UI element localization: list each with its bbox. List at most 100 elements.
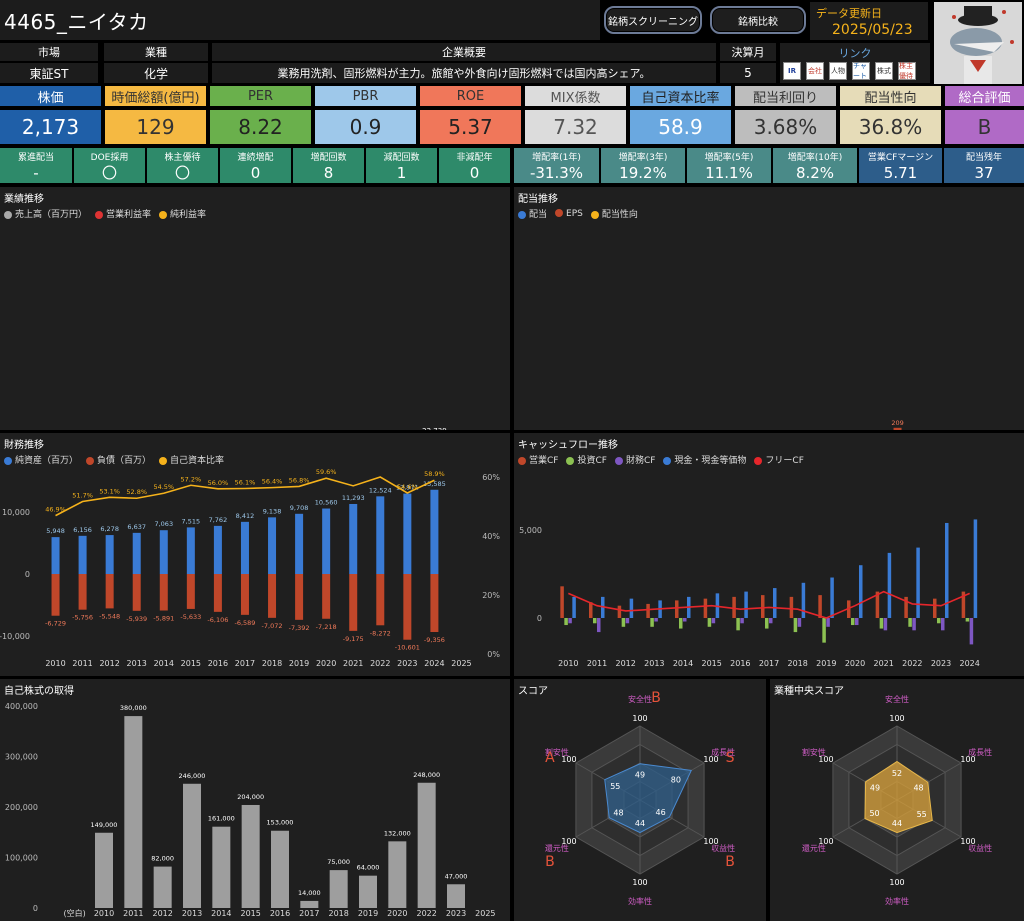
radar-max-label: 100 [960,837,975,846]
op-cf-bar [875,591,880,618]
equity-data-label: 9,708 [290,504,309,512]
fin-cf-bar [826,618,830,627]
fin-cf-bar [711,618,716,624]
equity-bar [51,537,60,574]
buyback-bar [212,826,231,908]
fin-cf-bar [969,618,974,645]
y-tick-label: 5,000 [519,526,542,535]
industry-score-title: 業種中央スコア [774,686,844,697]
y-tick-label: 0 [537,614,542,623]
x-tick-label: 2025 [451,659,471,668]
kpi-value: 8.22 [210,110,311,144]
radar-max-label: 100 [561,837,576,846]
debt-bar [213,574,222,612]
x-tick-label: 2019 [289,659,309,668]
kpi-label: 株価 [0,86,101,106]
debt-data-label: -8,272 [370,629,391,637]
equity-data-label: 11,293 [342,494,365,502]
debt-data-label: -6,589 [234,619,255,627]
equity-ratio-line [55,476,435,517]
buyback-bar [329,870,348,908]
kpi-value: 2,173 [0,110,101,144]
finance-legend: 純資産（百万） 負債（百万） 自己資本比率 [4,453,224,466]
kpi-value: B [945,110,1024,144]
debt-data-label: -7,218 [316,623,337,631]
kpi-label: PER [210,86,311,106]
kpi-value: 36.8% [840,110,941,144]
legend-net-margin: 純利益率 [159,207,206,220]
x-tick-label: 2017 [759,659,779,668]
debt-bar [105,574,114,609]
screening-button[interactable]: 銘柄スクリーニング [604,6,702,34]
buyback-data-label: 75,000 [327,858,350,866]
stock-link-icon[interactable]: 株式 [875,62,893,80]
debt-bar [268,574,277,618]
dividend-chart: 05010015020020%40%60%201018.066201118.05… [891,419,904,430]
y-tick-label: 10,000 [2,508,30,517]
buyback-data-label: 132,000 [384,829,411,837]
x-tick-label: 2018 [787,659,807,668]
op-cf-bar [703,598,708,618]
eps-bar [893,427,902,430]
buyback-bar [153,866,172,908]
radar-axis-label: 収益性 [711,843,735,853]
equity-ratio-data-label: 56.1% [235,479,256,487]
op-cf-bar [818,595,822,618]
chart-link-icon[interactable]: チャート [852,62,870,80]
radar-max-label: 100 [703,755,718,764]
kpi-value: 129 [105,110,206,144]
x-tick-label: 2023 [931,659,951,668]
buyback-chart: 0 100,000 200,000 300,000 400,000 (空白) 2010 149… [5,702,496,918]
yutai-link-icon[interactable]: 株主優待 [898,62,916,80]
legend-dividend: 配当 [518,207,547,220]
kpi-value: 0.9 [315,110,416,144]
buyback-panel: 自己株式の取得 0 100,000 200,000 300,000 400,000 (空白… [0,679,510,921]
debt-bar [430,574,439,633]
op-cf-bar [933,598,937,618]
x-tick-label: 2013 [127,659,147,668]
overview-label: 企業概要 [212,43,716,61]
x-tick-label: 2013 [644,659,664,668]
fin-cf-bar [769,618,773,624]
x-tick-label: 2017 [299,909,319,918]
fin-cf-bar [883,618,888,631]
equity-ratio-data-label: 54.5% [153,483,174,491]
op-cf-bar [589,602,593,618]
radar-axis-label: 成長性 [968,747,992,757]
buyback-data-label: 153,000 [267,819,294,827]
debt-data-label: -10,601 [395,644,420,652]
equity-data-label: 6,637 [127,523,146,531]
inv-cf-bar [879,618,884,629]
radar-value-label: 49 [635,771,645,780]
sales-legend: 売上高（百万円） 営業利益率 純利益率 [4,207,206,220]
ir-link-icon[interactable]: IR [783,62,801,80]
debt-bar [403,574,412,640]
buyback-data-label: 161,000 [208,815,235,823]
radar-axis-label: 収益性 [968,843,992,853]
radar-area [604,763,693,834]
buyback-data-label: 64,000 [357,864,380,872]
equity-data-label: 12,971 [396,484,419,492]
kpi-label: 総合評価 [945,86,1024,106]
person-link-icon[interactable]: 人物 [829,62,847,80]
equity-data-label: 12,524 [369,486,392,494]
y-tick-label: 100,000 [5,854,38,863]
equity-data-label: 13,585 [423,480,446,488]
debt-data-label: -7,072 [262,622,283,630]
debt-bar [159,574,168,611]
compare-button[interactable]: 銘柄比較 [710,6,806,34]
x-tick-label: 2023 [397,659,417,668]
indicator-label: 減配回数 [366,148,437,164]
buyback-bar [183,783,201,908]
radar-axis-label: 安全性 [628,694,652,704]
avatar-image [934,2,1022,84]
indicator-label: 増配率(10年) [773,148,857,164]
eps-data-label: 209 [891,419,903,427]
equity-bar [376,496,385,574]
legend-equity-ratio: 自己資本比率 [159,453,224,466]
buyback-bar [124,716,143,908]
company-link-icon[interactable]: 会社 [806,62,824,80]
x-tick-label: 2016 [730,659,750,668]
radar-axis-label: 割安性 [545,747,569,757]
inv-cf-bar [621,618,626,627]
